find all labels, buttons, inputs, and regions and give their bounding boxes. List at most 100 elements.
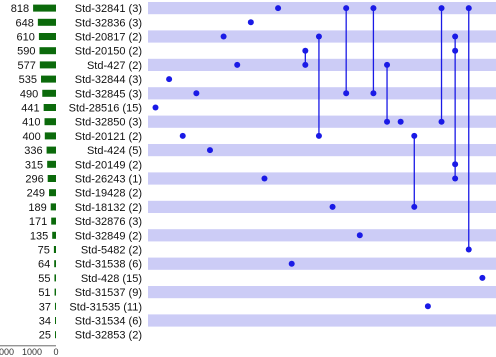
set-size-bar [33,4,56,12]
set-size-value: 249 [27,188,45,200]
row-bands [148,2,496,327]
intersection-dot [370,5,377,12]
set-label: Std-31534 (6) [75,316,142,328]
intersection-dot [424,303,431,310]
intersection-dot [384,61,391,68]
set-size-value: 55 [38,273,50,285]
set-size-bar [51,217,56,225]
set-label: Std-20150 (2) [75,46,142,58]
set-label: Std-19428 (2) [75,188,142,200]
set-size-bar [54,260,56,268]
intersection-dot [343,90,350,97]
row-band [148,87,496,100]
set-label: Std-20121 (2) [75,131,142,143]
set-size-values: 818 648 610 590 577 535 490 441 410 400 336 315 296 2… [11,3,51,342]
set-size-bar [50,203,56,211]
set-size-value: 75 [38,245,50,257]
set-size-bar [47,160,56,168]
set-label: Std-5482 (2) [81,245,142,257]
set-size-bar [39,47,56,55]
set-size-value: 577 [17,60,35,72]
set-label: Std-32844 (3) [75,74,142,86]
set-size-value: 315 [25,159,43,171]
set-size-value: 171 [29,216,47,228]
row-band [148,2,496,15]
intersection-dot [452,175,459,182]
set-size-value: 490 [20,88,38,100]
intersection-dot [452,161,459,168]
set-size-value: 64 [38,259,50,271]
set-size-bar [44,132,56,140]
set-size-value: 37 [39,301,51,313]
set-size-bar [55,331,56,339]
set-size-value: 51 [38,287,50,299]
set-size-bar [54,274,56,282]
set-size-value: 590 [17,46,35,58]
set-size-value: 535 [19,74,37,86]
set-size-bar [54,288,56,296]
intersection-dot [206,147,213,154]
intersection-dot [370,90,377,97]
intersection-dot [343,5,350,12]
set-label: Std-32876 (3) [75,216,142,228]
set-size-value: 610 [17,32,35,44]
set-size-bar [41,75,56,83]
set-label: Std-32853 (2) [75,330,142,342]
set-label: Std-32836 (3) [75,17,142,29]
set-label: Std-32841 (3) [75,3,142,15]
set-size-value: 400 [22,131,40,143]
set-size-bar [52,231,56,239]
set-size-bar [53,246,56,253]
intersection-dot [315,132,322,139]
row-band [148,30,496,43]
intersection-dot [438,118,445,125]
set-size-bar [37,18,56,26]
row-band [148,115,496,128]
set-label: Std-18132 (2) [75,202,142,214]
set-size-bar [47,175,56,182]
intersection-dot [329,203,336,210]
size-axis: 000 1000 0 [0,345,59,357]
intersection-dot [166,76,173,83]
intersection-dot [465,246,472,253]
intersection-dot [411,132,418,139]
set-label: Std-427 (2) [87,60,142,72]
set-size-bar [46,146,56,154]
intersection-dot [397,118,404,125]
set-size-bar [55,317,56,324]
size-axis-tick: 1000 [22,347,42,357]
set-size-value: 648 [15,17,33,29]
intersection-dot [302,47,309,54]
row-band [148,286,496,299]
intersection-dot [247,19,254,26]
set-labels: Std-32841 (3) Std-32836 (3) Std-20817 (2) S… [69,3,142,342]
intersection-dot [438,5,445,12]
intersection-dot [411,203,418,210]
set-size-value: 34 [39,316,51,328]
intersection-dot [384,118,391,125]
set-label: Std-428 (15) [81,273,142,285]
set-label: Std-32845 (3) [75,88,142,100]
set-size-value: 818 [11,3,29,15]
intersection-dot [288,260,295,267]
set-size-value: 336 [24,145,42,157]
intersection-dot [193,90,200,97]
set-label: Std-424 (5) [87,145,142,157]
row-band [148,257,496,270]
set-size-value: 189 [28,202,46,214]
intersection-dot [261,175,268,182]
row-band [148,144,496,157]
intersection-dot [302,61,309,68]
intersection-dot [479,274,486,281]
set-size-value: 296 [25,174,43,186]
intersection-links [304,8,470,250]
set-size-bars [33,4,56,339]
set-size-bar [39,61,56,69]
intersection-dot [452,33,459,40]
row-band [148,200,496,213]
intersection-dot [179,132,186,139]
intersection-dot [152,104,159,111]
set-label: Std-20149 (2) [75,159,142,171]
intersection-dot [220,33,227,40]
